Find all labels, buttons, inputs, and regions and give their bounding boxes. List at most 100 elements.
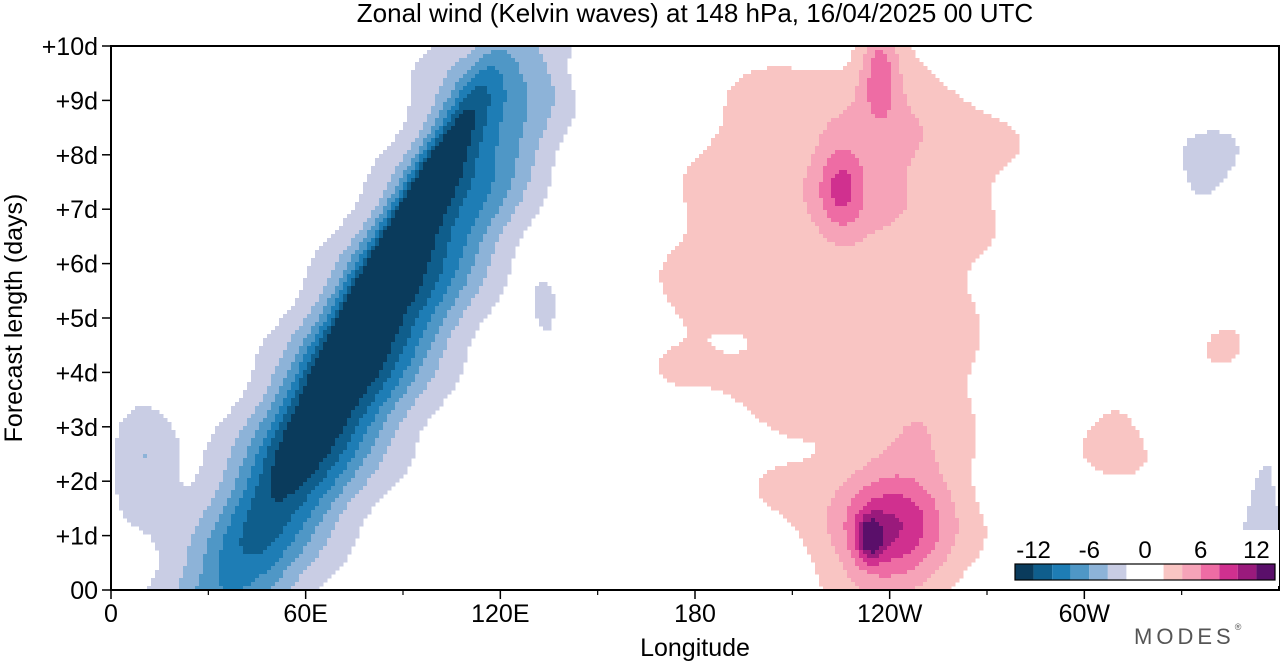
- field-cell: [923, 106, 928, 111]
- field-cell: [859, 114, 864, 119]
- field-cell: [851, 126, 856, 131]
- field-cell: [419, 98, 424, 103]
- field-cell: [411, 198, 416, 203]
- field-cell: [759, 174, 764, 179]
- field-cell: [703, 182, 708, 187]
- field-cell: [843, 118, 848, 123]
- field-cell: [343, 226, 348, 231]
- field-cell: [427, 118, 432, 123]
- field-cell: [743, 150, 748, 155]
- field-cell: [507, 86, 512, 91]
- field-cell: [823, 154, 828, 159]
- field-cell: [887, 118, 892, 123]
- field-cell: [815, 110, 820, 115]
- field-cell: [751, 110, 756, 115]
- field-cell: [827, 182, 832, 187]
- field-cell: [987, 186, 992, 191]
- field-cell: [719, 126, 724, 131]
- field-cell: [907, 154, 912, 159]
- field-cell: [907, 162, 912, 167]
- field-cell: [751, 190, 756, 195]
- field-cell: [743, 110, 748, 115]
- field-cell: [563, 74, 568, 79]
- field-cell: [911, 110, 916, 115]
- field-cell: [483, 126, 488, 131]
- field-cell: [563, 110, 568, 115]
- field-cell: [739, 222, 744, 227]
- field-cell: [547, 74, 552, 79]
- field-cell: [563, 90, 568, 95]
- field-cell: [963, 190, 968, 195]
- field-cell: [739, 102, 744, 107]
- field-cell: [871, 214, 876, 219]
- field-cell: [747, 86, 752, 91]
- field-cell: [827, 114, 832, 119]
- field-cell: [875, 166, 880, 171]
- field-cell: [795, 190, 800, 195]
- field-cell: [835, 138, 840, 143]
- field-cell: [523, 134, 528, 139]
- field-cell: [459, 122, 464, 127]
- field-cell: [539, 142, 544, 147]
- field-cell: [419, 186, 424, 191]
- field-cell: [843, 114, 848, 119]
- field-cell: [731, 162, 736, 167]
- field-cell: [431, 102, 436, 107]
- field-cell: [559, 122, 564, 127]
- field-cell: [891, 130, 896, 135]
- field-cell: [827, 90, 832, 95]
- field-cell: [883, 218, 888, 223]
- field-cell: [867, 142, 872, 147]
- field-cell: [515, 174, 520, 179]
- field-cell: [403, 174, 408, 179]
- field-cell: [403, 214, 408, 219]
- field-cell: [867, 222, 872, 227]
- field-cell: [783, 206, 788, 211]
- field-cell: [419, 134, 424, 139]
- field-cell: [687, 166, 692, 171]
- field-cell: [387, 206, 392, 211]
- field-cell: [811, 210, 816, 215]
- field-cell: [419, 138, 424, 143]
- field-cell: [923, 114, 928, 119]
- field-cell: [463, 54, 468, 59]
- field-cell: [919, 162, 924, 167]
- field-cell: [895, 126, 900, 131]
- field-cell: [951, 114, 956, 119]
- field-cell: [535, 118, 540, 123]
- field-cell: [1199, 174, 1204, 179]
- field-cell: [411, 90, 416, 95]
- field-cell: [555, 130, 560, 135]
- field-cell: [887, 158, 892, 163]
- field-cell: [403, 154, 408, 159]
- field-cell: [1011, 130, 1016, 135]
- field-cell: [491, 106, 496, 111]
- field-cell: [903, 154, 908, 159]
- field-cell: [995, 122, 1000, 127]
- field-cell: [771, 202, 776, 207]
- field-cell: [955, 146, 960, 151]
- field-cell: [887, 70, 892, 75]
- field-cell: [539, 134, 544, 139]
- field-cell: [539, 98, 544, 103]
- field-cell: [687, 222, 692, 227]
- field-cell: [415, 118, 420, 123]
- field-cell: [447, 146, 452, 151]
- field-cell: [371, 190, 376, 195]
- field-cell: [823, 150, 828, 155]
- field-cell: [519, 142, 524, 147]
- field-cell: [899, 58, 904, 63]
- field-cell: [535, 122, 540, 127]
- field-cell: [859, 62, 864, 67]
- field-cell: [823, 134, 828, 139]
- field-cell: [547, 114, 552, 119]
- field-cell: [555, 126, 560, 131]
- field-cell: [867, 154, 872, 159]
- field-cell: [907, 102, 912, 107]
- field-cell: [955, 98, 960, 103]
- field-cell: [711, 174, 716, 179]
- field-cell: [819, 86, 824, 91]
- field-cell: [491, 190, 496, 195]
- field-cell: [447, 206, 452, 211]
- field-cell: [783, 186, 788, 191]
